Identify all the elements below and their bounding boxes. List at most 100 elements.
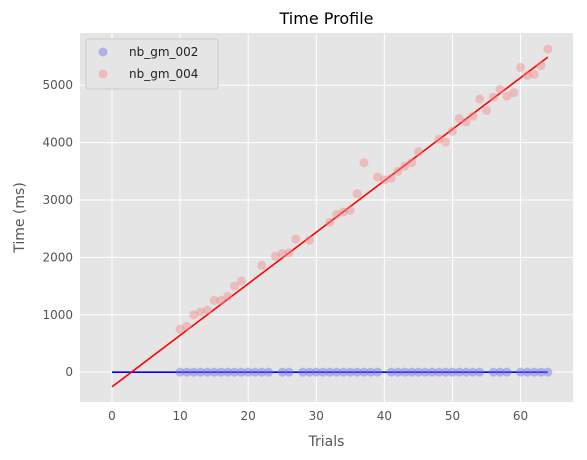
legend-box <box>85 38 219 90</box>
point-nb-gm-002 <box>277 367 287 377</box>
point-nb-gm-002 <box>318 367 328 377</box>
point-nb-gm-004 <box>230 281 240 291</box>
point-nb-gm-002 <box>461 367 471 377</box>
point-nb-gm-004 <box>495 84 505 94</box>
point-nb-gm-002 <box>407 367 417 377</box>
point-nb-gm-002 <box>536 367 546 377</box>
point-nb-gm-002 <box>400 367 410 377</box>
point-nb-gm-002 <box>529 367 539 377</box>
point-nb-gm-004 <box>257 260 267 270</box>
point-nb-gm-002 <box>298 367 308 377</box>
point-nb-gm-004 <box>223 291 233 301</box>
point-nb-gm-002 <box>223 367 233 377</box>
fit-line-nb-gm-004 <box>111 56 549 388</box>
point-nb-gm-002 <box>216 367 226 377</box>
point-nb-gm-004 <box>339 207 349 217</box>
x-axis-ticks: 0 10 20 30 40 50 60 <box>108 409 528 423</box>
point-nb-gm-004 <box>447 126 457 136</box>
point-nb-gm-002 <box>366 367 376 377</box>
x-tick-label: 50 <box>445 409 460 423</box>
y-axis-label: Time (ms) <box>12 182 28 254</box>
point-nb-gm-004 <box>502 91 512 101</box>
point-nb-gm-002 <box>209 367 219 377</box>
y-tick-label: 1000 <box>42 308 73 322</box>
legend-label-nb-gm-004: nb_gm_004 <box>129 67 198 81</box>
y-tick-label: 3000 <box>42 193 73 207</box>
point-nb-gm-002 <box>196 367 206 377</box>
point-nb-gm-004 <box>522 70 532 80</box>
point-nb-gm-002 <box>488 367 498 377</box>
point-nb-gm-004 <box>270 251 280 261</box>
x-axis-label: Trials <box>308 434 345 450</box>
point-nb-gm-004 <box>434 134 444 144</box>
point-nb-gm-004 <box>488 92 498 102</box>
point-nb-gm-002 <box>202 367 212 377</box>
point-nb-gm-004 <box>400 161 410 171</box>
point-nb-gm-002 <box>393 367 403 377</box>
point-nb-gm-004 <box>209 295 219 305</box>
point-nb-gm-004 <box>359 158 369 168</box>
point-nb-gm-002 <box>441 367 451 377</box>
legend-marker-nb-gm-002 <box>98 47 108 57</box>
point-nb-gm-002 <box>243 367 253 377</box>
legend-label-nb-gm-002: nb_gm_002 <box>129 45 198 59</box>
x-tick-label: 20 <box>241 409 256 423</box>
point-nb-gm-004 <box>413 147 423 157</box>
point-nb-gm-002 <box>413 367 423 377</box>
point-nb-gm-004 <box>216 295 226 305</box>
point-nb-gm-004 <box>304 235 314 245</box>
point-nb-gm-002 <box>522 367 532 377</box>
point-nb-gm-002 <box>339 367 349 377</box>
chart-title: Time Profile <box>279 9 374 28</box>
point-nb-gm-004 <box>461 117 471 127</box>
y-tick-label: 2000 <box>42 250 73 264</box>
point-nb-gm-002 <box>230 367 240 377</box>
point-nb-gm-002 <box>427 367 437 377</box>
point-nb-gm-004 <box>475 94 485 104</box>
point-nb-gm-002 <box>189 367 199 377</box>
point-nb-gm-004 <box>536 61 546 71</box>
point-nb-gm-002 <box>373 367 383 377</box>
point-nb-gm-004 <box>182 321 192 331</box>
point-nb-gm-002 <box>236 367 246 377</box>
point-nb-gm-004 <box>236 276 246 286</box>
point-nb-gm-004 <box>373 172 383 182</box>
point-nb-gm-002 <box>386 367 396 377</box>
point-nb-gm-004 <box>277 248 287 258</box>
point-nb-gm-004 <box>352 189 362 199</box>
point-nb-gm-002 <box>345 367 355 377</box>
point-nb-gm-004 <box>509 88 519 98</box>
point-nb-gm-004 <box>454 114 464 124</box>
point-nb-gm-002 <box>182 367 192 377</box>
point-nb-gm-002 <box>454 367 464 377</box>
point-nb-gm-002 <box>311 367 321 377</box>
legend: nb_gm_002 nb_gm_004 <box>85 38 219 90</box>
point-nb-gm-002 <box>495 367 505 377</box>
point-nb-gm-002 <box>502 367 512 377</box>
y-axis-ticks: 0 1000 2000 3000 4000 5000 <box>42 78 73 379</box>
point-nb-gm-004 <box>189 310 199 320</box>
point-nb-gm-002 <box>468 367 478 377</box>
point-nb-gm-002 <box>325 367 335 377</box>
point-nb-gm-004 <box>482 105 492 115</box>
x-tick-label: 10 <box>172 409 187 423</box>
point-nb-gm-004 <box>284 248 294 258</box>
point-nb-gm-002 <box>434 367 444 377</box>
point-nb-gm-004 <box>202 305 212 315</box>
point-nb-gm-004 <box>407 158 417 168</box>
point-nb-gm-004 <box>543 44 553 54</box>
point-nb-gm-002 <box>516 367 526 377</box>
point-nb-gm-002 <box>332 367 342 377</box>
point-nb-gm-004 <box>379 175 389 185</box>
point-nb-gm-002 <box>447 367 457 377</box>
point-nb-gm-002 <box>264 367 274 377</box>
x-tick-label: 0 <box>108 409 116 423</box>
point-nb-gm-002 <box>352 367 362 377</box>
point-nb-gm-002 <box>304 367 314 377</box>
point-nb-gm-002 <box>420 367 430 377</box>
x-tick-label: 30 <box>309 409 324 423</box>
y-tick-label: 5000 <box>42 78 73 92</box>
point-nb-gm-002 <box>475 367 485 377</box>
point-nb-gm-002 <box>284 367 294 377</box>
point-nb-gm-004 <box>386 173 396 183</box>
